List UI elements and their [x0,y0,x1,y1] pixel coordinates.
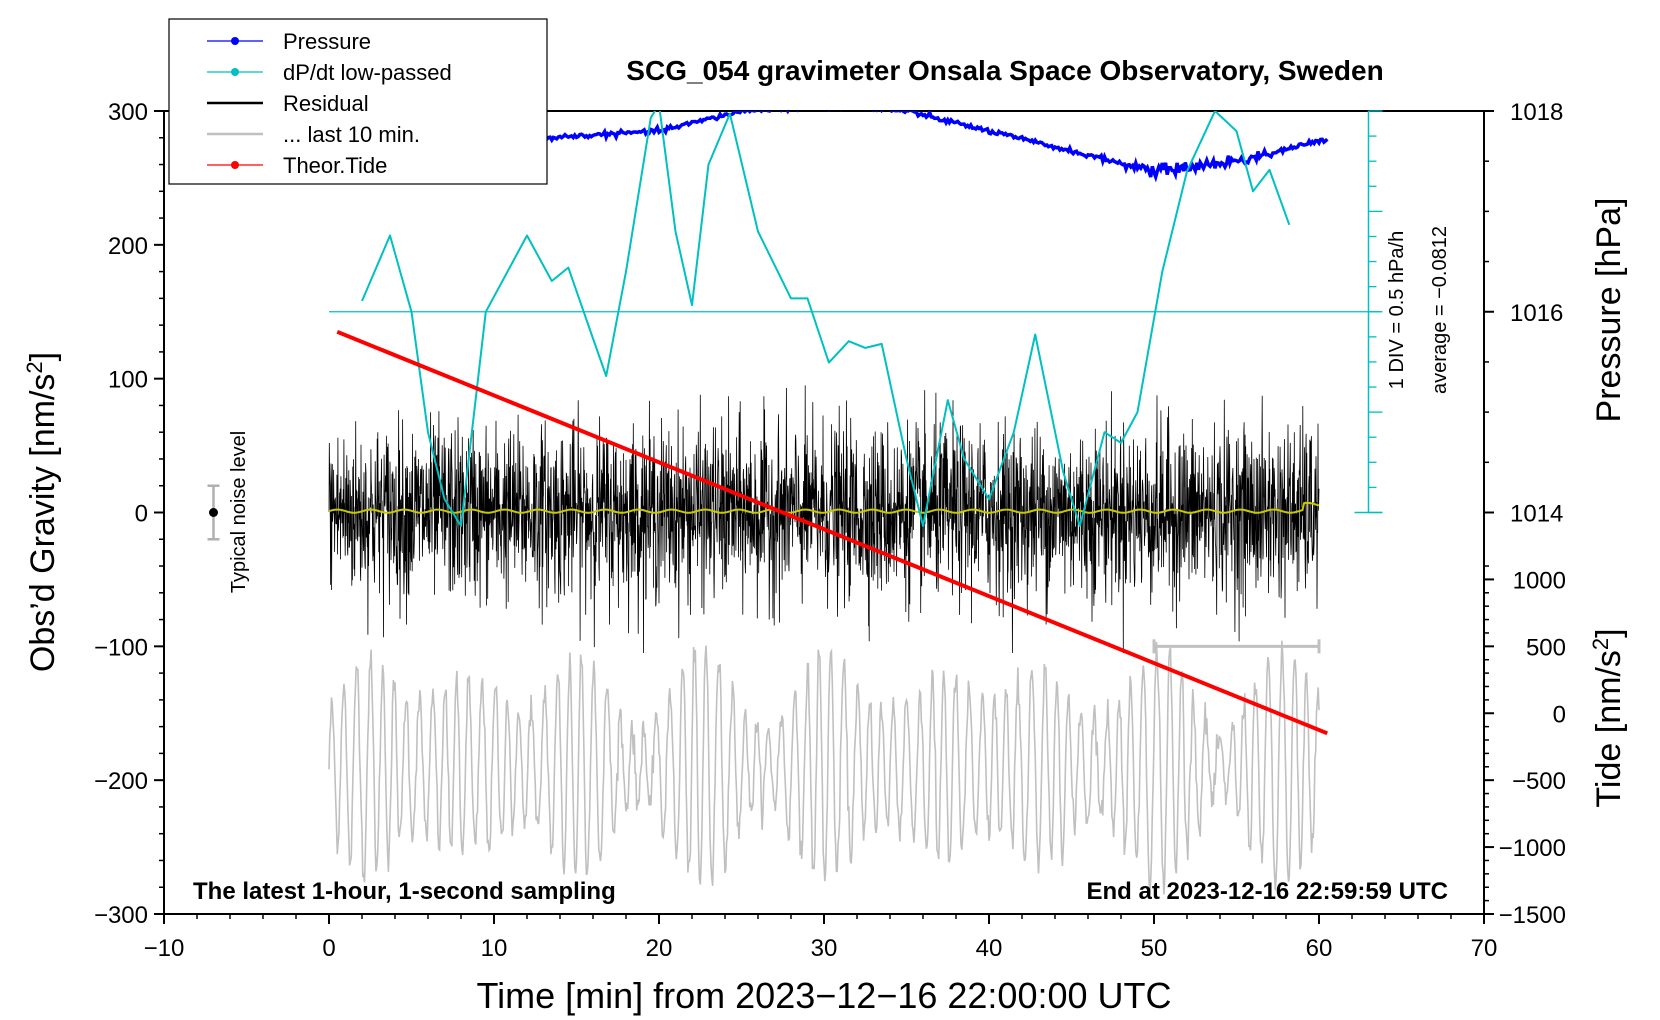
dpdt-div-label: 1 DIV = 0.5 hPa/h [1386,231,1408,389]
last-10-min-series [328,640,1320,896]
note-left: The latest 1-hour, 1-second sampling [193,878,616,905]
tide-label-tail: ] [1590,628,1628,637]
legend-label: Theor.Tide [283,153,387,178]
tide-tick-label: 0 [1553,701,1566,728]
y-tick-label: 300 [108,99,148,126]
tide-label-main: Tide [nm/s [1590,650,1628,807]
x-tick-label: 60 [1306,935,1333,962]
x-tick-label: 10 [481,935,508,962]
legend-marker [231,68,239,76]
tide-tick-label: 1000 [1513,567,1566,594]
y-tick-label: 100 [108,367,148,394]
tide-tick-label: 500 [1526,634,1566,661]
y-tick-label: −100 [94,634,148,661]
noise-level-label: Typical noise level [228,431,250,593]
x-tick-label: 20 [646,935,673,962]
dpdt-series [361,111,1291,527]
pressure-tick-label: 1016 [1510,300,1563,327]
residual-smoothed-series [328,501,1320,514]
noise-dot [209,508,218,517]
y-left-label-main: Obs’d Gravity [nm/s [24,374,62,673]
tide-tick-label: −1500 [1499,902,1566,929]
pressure-tick-label: 1018 [1510,99,1563,126]
y-left-axis-label: Obs’d Gravity [nm/s2] [22,352,62,672]
theor-tide-series [336,329,1329,736]
y-tick-label: 200 [108,233,148,260]
tide-label-sup: 2 [1588,638,1613,650]
x-tick-label: 30 [811,935,838,962]
x-axis-label: Time [min] from 2023−12−16 22:00:00 UTC [476,975,1171,1016]
pressure-tick-label: 1014 [1510,501,1563,528]
dpdt-axis [329,110,1383,514]
note-right: End at 2023-12-16 22:59:59 UTC [1087,878,1449,905]
legend-label: Residual [283,91,369,116]
x-tick-label: 40 [976,935,1003,962]
legend-box [168,18,548,185]
series-layer [328,111,1329,896]
y-tick-label: 0 [135,501,148,528]
legend-label: Pressure [283,29,371,54]
x-tick-label: 50 [1141,935,1168,962]
legend-marker [231,37,239,45]
y-tick-label: −200 [94,768,148,795]
axis-ticks: −10 0 10 20 30 40 50 60 70−300−200−1000100200300… [94,99,1566,962]
legend-label: dP/dt low-passed [283,60,452,85]
chart-title: SCG_054 gravimeter Onsala Space Observat… [626,55,1383,86]
y-left-label-sup: 2 [22,361,47,373]
pressure-axis-label: Pressure [hPa] [1590,198,1628,423]
tide-axis-label: Tide [nm/s2] [1588,628,1628,807]
x-tick-label: 70 [1471,935,1498,962]
noise-level-indicator [207,484,220,541]
x-tick-label: 0 [322,935,335,962]
dpdt-average-label: average = −0.0812 [1429,226,1451,394]
legend-marker [231,161,239,169]
x-tick-label: −10 [144,935,185,962]
legend: Pressure dP/dt low-passed Residual ... last… [168,18,548,185]
residual-series [328,385,1320,654]
tide-tick-label: −1000 [1499,835,1566,862]
y-left-label-tail: ] [24,352,62,361]
plot-series-group [328,111,1329,896]
legend-label: ... last 10 min. [283,122,420,147]
y-tick-label: −300 [94,902,148,929]
tide-tick-label: −500 [1512,768,1566,795]
